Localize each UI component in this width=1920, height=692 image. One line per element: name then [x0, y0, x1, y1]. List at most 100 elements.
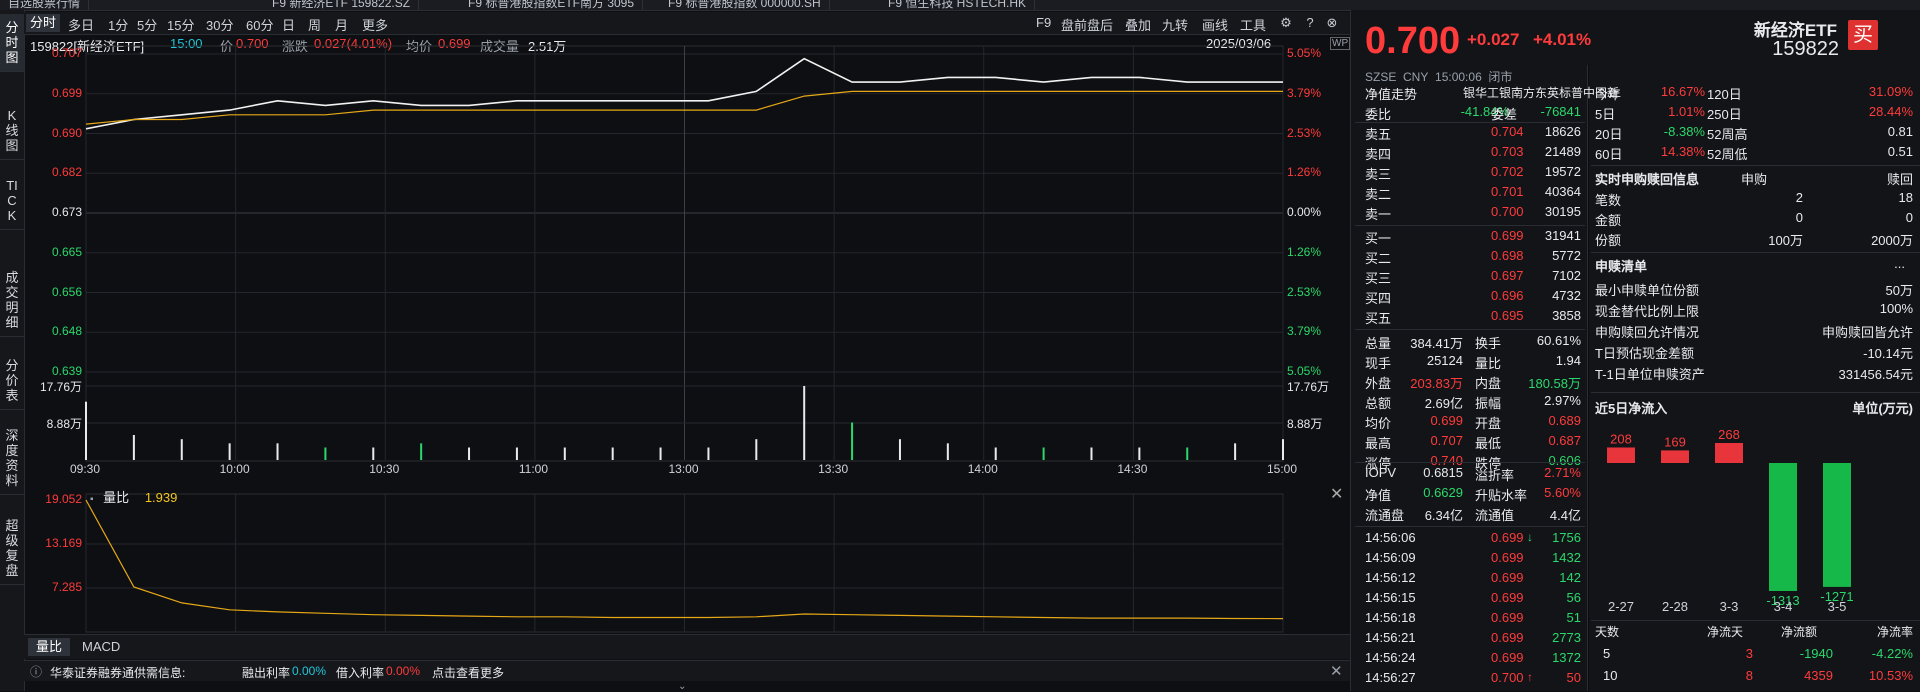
flow-rate: -4.22% — [1871, 646, 1913, 661]
toolbar-item[interactable]: 叠加 — [1125, 18, 1152, 33]
ask-row[interactable]: 卖四 0.703 21489 — [1351, 144, 1587, 164]
weibi-value: -41.84% — [1460, 104, 1509, 119]
ask-row[interactable]: 卖一 0.700 30195 — [1351, 204, 1587, 224]
close-circle-icon[interactable]: ⊗ — [1326, 15, 1338, 30]
left-nav-item[interactable]: 分时图 — [0, 14, 24, 72]
iopv-label: IOPV — [1365, 465, 1397, 480]
flow-table-head: 净流率 — [1876, 625, 1913, 639]
subscription-label: T日预估现金差额 — [1595, 346, 1694, 361]
indicator-tab[interactable]: 量比 — [28, 638, 71, 656]
tick-time: 14:56:15 — [1365, 590, 1416, 605]
view-more-link[interactable]: 点击查看更多 — [432, 666, 505, 680]
toolbar-item[interactable]: 九转 — [1162, 18, 1189, 33]
stat-value: 203.83万 — [1410, 376, 1463, 391]
flow-days: 5 — [1603, 646, 1611, 661]
price-tick-right: 1.26% — [1287, 244, 1322, 259]
period-tab[interactable]: 15分 — [167, 18, 195, 33]
period-tab[interactable]: 日 — [282, 18, 296, 33]
price-change-pct: +4.01% — [1533, 30, 1592, 49]
period-tab[interactable]: 月 — [335, 18, 349, 33]
indicator-tab[interactable]: MACD — [82, 639, 121, 654]
redemption-value: 2 — [1795, 190, 1803, 205]
price-tick-left: 0.707 — [51, 46, 82, 60]
buy-button[interactable]: 买 — [1848, 20, 1878, 50]
quote-panel: 0.700 +0.027 +4.01% 新经济ETF 159822 买 SZSE… — [1350, 10, 1920, 691]
return-label: 20日 — [1595, 127, 1623, 142]
left-nav-item[interactable]: TICK — [0, 172, 24, 230]
close-icon[interactable]: ✕ — [1330, 486, 1344, 503]
top-tab[interactable]: F9 标普港股指数ETF南方 3095 — [460, 0, 644, 10]
ask-row[interactable]: 卖二 0.701 40364 — [1351, 184, 1587, 204]
toolbar-item[interactable]: 画线 — [1202, 18, 1229, 33]
tick-time: 14:56:27 — [1365, 670, 1416, 685]
tick-volume: 51 — [1566, 610, 1581, 625]
bid-row[interactable]: 买四 0.696 4732 — [1351, 288, 1587, 308]
left-nav-item[interactable]: 深度资料 — [0, 422, 24, 495]
toolbar-item[interactable]: F9 — [1036, 15, 1052, 30]
bid-row[interactable]: 买三 0.697 7102 — [1351, 268, 1587, 288]
left-nav-item[interactable]: 分价表 — [0, 352, 24, 410]
average-price-line — [85, 90, 1283, 125]
collapse-icon[interactable]: ▪ — [90, 494, 94, 505]
period-tab[interactable]: 5分 — [137, 18, 158, 33]
top-tab[interactable]: F9 新经济ETF 159822.SZ — [264, 0, 420, 10]
price-tick-right: 3.79% — [1287, 324, 1322, 339]
left-nav-item[interactable]: 成交明细 — [0, 264, 24, 337]
period-tab[interactable]: 1分 — [108, 18, 129, 33]
expand-down-icon[interactable]: ⌄ — [678, 681, 687, 692]
period-tab[interactable]: 周 — [308, 18, 322, 33]
margin-info-bar[interactable]: ⓘ 华泰证券融券通供需信息: 融出利率 0.00% 借入利率 0.00% 点击查… — [24, 660, 1350, 681]
arrow-up-icon: ↑ — [1527, 670, 1533, 684]
price-tick-right: 2.53% — [1287, 284, 1322, 299]
volume-bar — [755, 439, 758, 460]
gear-icon[interactable]: ⚙ — [1280, 15, 1292, 30]
flow-table-head: 净流天 — [1707, 625, 1744, 639]
period-tab[interactable]: 60分 — [246, 18, 274, 33]
left-nav-item[interactable]: K线图 — [0, 102, 24, 160]
toolbar-item[interactable]: 盘前盘后 — [1061, 18, 1114, 33]
left-nav-item[interactable]: 超级复盘 — [0, 512, 24, 585]
price-lines — [85, 57, 1283, 130]
bid-row[interactable]: 买二 0.698 5772 — [1351, 248, 1587, 268]
tick-volume: 1372 — [1552, 650, 1581, 665]
ask-row[interactable]: 卖三 0.702 19572 — [1351, 164, 1587, 184]
time-tick: 09:30 — [70, 462, 101, 476]
info-icon: ⓘ — [30, 665, 43, 679]
close-status-icon[interactable]: ✕ — [1330, 663, 1343, 680]
top-tab[interactable]: 自选股票行情 — [0, 0, 90, 10]
price-tick-right: 5.05% — [1287, 46, 1322, 60]
wp-icon[interactable]: WP — [1330, 37, 1351, 50]
stat-value: 0.740 — [1430, 453, 1463, 468]
intraday-chart[interactable] — [0, 0, 1350, 691]
volume-bar — [803, 386, 806, 460]
top-tab[interactable]: F9 标普港股指数 000000.SH — [660, 0, 830, 10]
weibi-label: 委比 — [1365, 107, 1392, 122]
net-flow-bar — [1823, 463, 1851, 587]
return-value: -8.38% — [1663, 124, 1705, 139]
help-icon[interactable]: ? — [1306, 15, 1314, 30]
bid-row[interactable]: 买五 0.695 3858 — [1351, 308, 1587, 328]
period-tab[interactable]: 30分 — [206, 18, 234, 33]
bid-row[interactable]: 买一 0.699 31941 — [1351, 228, 1587, 248]
header-time: 15:00 — [170, 36, 203, 51]
ask-row[interactable]: 卖五 0.704 18626 — [1351, 124, 1587, 144]
stat-value: 384.41万 — [1410, 336, 1463, 351]
tick-time: 14:56:09 — [1365, 550, 1416, 565]
tick-time: 14:56:18 — [1365, 610, 1416, 625]
nav-trend-label[interactable]: 净值走势 — [1365, 87, 1418, 102]
period-tab[interactable]: 更多 — [362, 18, 389, 33]
period-tab[interactable]: 多日 — [68, 18, 95, 33]
stat-value: 0.606 — [1548, 453, 1581, 468]
top-tab[interactable]: F9 恒生科技 HSTECH.HK — [880, 0, 1036, 10]
toolbar-item[interactable]: 工具 — [1240, 18, 1267, 33]
ask-volume: 21489 — [1544, 144, 1581, 159]
subscription-label: 现金替代比例上限 — [1595, 304, 1700, 319]
subscription-label: 最小申赎单位份额 — [1595, 283, 1700, 298]
period-tab[interactable]: 分时 — [26, 14, 61, 32]
security-name: 新经济ETF — [1753, 21, 1837, 40]
bid-label: 买三 — [1365, 271, 1392, 286]
net-flow-unit: 单位(万元) — [1852, 401, 1913, 416]
more-button[interactable]: ... — [1894, 256, 1905, 271]
stat-value: 0.687 — [1548, 433, 1581, 448]
net-flow-bar — [1661, 450, 1689, 463]
